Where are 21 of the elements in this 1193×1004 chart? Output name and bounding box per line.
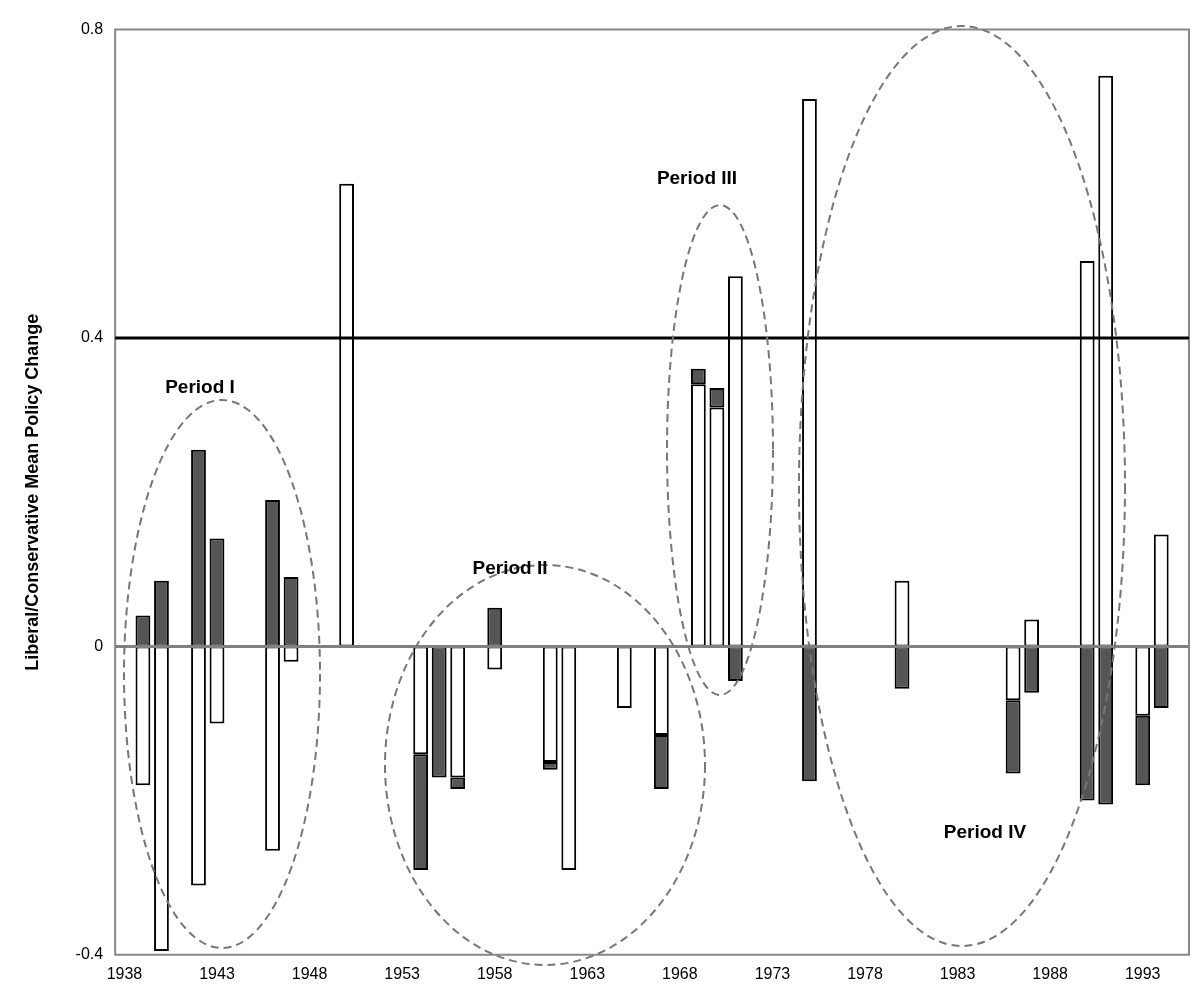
x-tick-label: 1943 — [199, 964, 235, 982]
annotation: Period II — [472, 557, 548, 579]
y-tick-label: 0.4 — [80, 328, 104, 346]
y-tick-label: -0.4 — [75, 945, 104, 963]
annotation: Period IV — [943, 821, 1027, 843]
x-tick-label: 1978 — [847, 964, 883, 982]
annotation: Period III — [656, 167, 738, 189]
x-tick-label: 1988 — [1032, 964, 1069, 982]
x-tick-label: 1948 — [291, 964, 328, 982]
x-tick-label: 1953 — [384, 964, 421, 982]
y-axis-title: Liberal/Conservative Mean Policy Change — [21, 313, 42, 671]
x-tick-label: 1993 — [1124, 964, 1161, 982]
annotation: Period I — [165, 376, 235, 398]
x-tick-label: 1968 — [662, 964, 698, 982]
y-tick-label: 0.8 — [80, 20, 104, 38]
x-tick-label: 1973 — [754, 964, 791, 982]
x-tick-label: 1938 — [106, 964, 143, 982]
x-tick-label: 1963 — [569, 964, 606, 982]
x-tick-label: 1983 — [939, 964, 976, 982]
x-tick-label: 1958 — [476, 964, 513, 982]
y-tick-label: 0 — [94, 636, 104, 654]
